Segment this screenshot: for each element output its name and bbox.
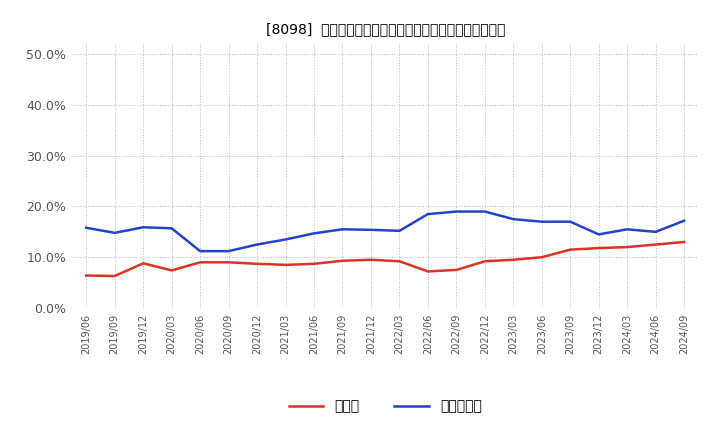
現顔金 (566, 247, 575, 252)
現顔金 (225, 260, 233, 265)
現顔金 (395, 259, 404, 264)
現顔金 (282, 262, 290, 268)
有利子負債 (338, 227, 347, 232)
有利子負債 (225, 249, 233, 254)
現顔金 (623, 245, 631, 250)
有利子負債 (366, 227, 375, 232)
現顔金 (253, 261, 261, 267)
現顔金 (338, 258, 347, 264)
現顔金 (196, 260, 204, 265)
有利子負債 (423, 212, 432, 217)
有利子負債 (452, 209, 461, 214)
有利子負債 (480, 209, 489, 214)
現顔金 (310, 261, 318, 267)
有利子負債 (310, 231, 318, 236)
Line: 現顔金: 現顔金 (86, 242, 684, 276)
有利子負債 (167, 226, 176, 231)
Legend: 現顔金, 有利子負債: 現顔金, 有利子負債 (283, 394, 487, 419)
Line: 有利子負債: 有利子負債 (86, 212, 684, 251)
現顔金 (139, 260, 148, 266)
有利子負債 (395, 228, 404, 234)
現顔金 (509, 257, 518, 262)
有利子負債 (652, 229, 660, 235)
現顔金 (680, 239, 688, 245)
Title: [8098]  現顔金、有利子負債の総資産に対する比率の推移: [8098] 現顔金、有利子負債の総資産に対する比率の推移 (266, 22, 505, 36)
有利子負債 (82, 225, 91, 231)
有利子負債 (537, 219, 546, 224)
現顔金 (423, 269, 432, 274)
有利子負債 (623, 227, 631, 232)
有利子負債 (566, 219, 575, 224)
現顔金 (366, 257, 375, 262)
現顔金 (537, 255, 546, 260)
現顔金 (167, 268, 176, 273)
現顔金 (452, 267, 461, 272)
有利子負債 (282, 237, 290, 242)
現顔金 (595, 246, 603, 251)
現顔金 (652, 242, 660, 247)
有利子負債 (680, 218, 688, 224)
有利子負債 (595, 232, 603, 237)
有利子負債 (253, 242, 261, 247)
現顔金 (82, 273, 91, 278)
有利子負債 (196, 249, 204, 254)
現顔金 (110, 273, 119, 279)
有利子負債 (509, 216, 518, 222)
有利子負債 (139, 225, 148, 230)
有利子負債 (110, 230, 119, 235)
現顔金 (480, 259, 489, 264)
